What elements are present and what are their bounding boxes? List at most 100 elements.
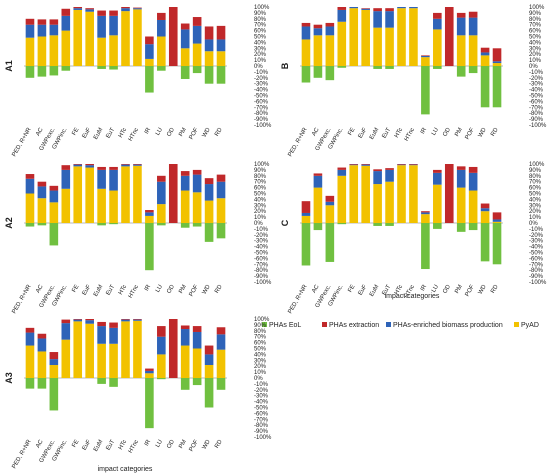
bar-phas-extraction-euf [85,8,94,10]
x-tick-label: PM [178,439,188,450]
bar-phas-extraction-lu [157,12,166,20]
bar-phas-eol-rd [216,223,226,239]
bar-phas-enriched-biomass-production-lu [433,18,442,30]
bar-phas-enriched-biomass-production-eut [109,169,118,191]
y-tick-label: 40% [254,40,267,46]
x-tick-label: EuF [82,127,93,140]
bar-phas-eol-wd [480,223,490,262]
bar-pyad-gwpexc [325,205,335,223]
bar-phas-extraction-ir [421,211,430,213]
bar-pyad-pof [192,43,202,66]
bar-phas-eol-eum [97,223,106,226]
bar-phas-extraction-gwpexc [49,185,59,191]
bar-phas-extraction-eut [385,8,394,12]
y-tick-label: -100% [529,280,547,286]
bar-phas-eol-eum [373,223,382,226]
bar-phas-eol-gwpinc [337,223,347,225]
bar-phas-eol-gwpexc [49,378,59,411]
bar-phas-extraction-eut [109,10,118,16]
x-tick-label: RD [490,126,500,137]
bar-pyad-wd [204,200,214,223]
y-tick-label: -70% [254,105,269,111]
bar-phas-extraction-eum [97,166,106,170]
bar-pyad-ir [421,214,430,223]
bar-phas-eol-pm [180,66,190,79]
bar-phas-eol-ir [145,66,154,93]
x-tick-label: IR [420,283,429,292]
y-tick-label: -70% [529,262,544,268]
y-tick-label: -20% [529,76,544,82]
bar-phas-eol-ac [313,66,323,78]
bar-phas-eol-eut [385,223,394,226]
bar-phas-enriched-biomass-production-euf [85,165,94,168]
panel-c: 100%90%80%70%60%50%40%30%20%10%0%-10%-20… [280,162,547,315]
bar-phas-extraction-ir [145,210,154,213]
y-tick-label: -40% [254,400,269,406]
bar-phas-extraction-wd [480,203,490,209]
bar-phas-eol-eut [109,66,118,70]
bar-pyad-htnc [409,165,418,223]
y-tick-label: -10% [254,382,269,388]
bar-phas-eol-ped-r-nr [25,378,35,389]
bar-phas-extraction-pof [192,17,202,26]
panel-label: A1 [4,60,14,72]
bar-phas-extraction-pm [180,171,190,176]
x-tick-label: EuT [106,127,117,140]
y-tick-label: 30% [529,46,542,52]
bar-phas-extraction-gwpexc [325,195,335,202]
y-tick-label: 90% [254,323,267,329]
bar-phas-enriched-biomass-production-eut [385,169,394,182]
bar-phas-eol-ac [313,223,323,231]
y-tick-label: -80% [254,268,269,274]
y-tick-label: 60% [254,29,267,35]
legend-label-phas-extraction: PHAs extraction [329,322,379,329]
bar-phas-extraction-wd [204,178,214,185]
x-tick-label: FE [71,127,80,137]
y-tick-label: -100% [254,123,272,129]
bar-phas-enriched-biomass-production-pm [180,175,190,191]
bar-phas-extraction-rd [492,212,502,220]
bar-phas-extraction-pm [180,325,190,330]
bar-phas-extraction-rd [216,174,226,182]
bar-pyad-htc [397,165,406,223]
panel-label: B [280,62,290,69]
bar-pyad-lu [433,184,442,223]
y-tick-label: 100% [529,5,545,11]
y-tick-label: 30% [254,358,267,364]
bar-phas-enriched-biomass-production-gwpinc [337,169,347,176]
bar-phas-enriched-biomass-production-htc [121,164,130,167]
bar-pyad-gwpinc [61,30,71,67]
bar-phas-extraction-euf [85,164,94,166]
x-tick-label: LU [431,127,440,137]
legend-label-phas-eol: PHAs EoL [269,322,301,329]
x-tick-label: WD [478,126,489,138]
bar-pyad-gwpinc [337,175,347,223]
panel-label: A2 [4,217,14,229]
bar-phas-enriched-biomass-production-gwpinc [61,15,71,31]
bar-phas-extraction-fe [73,164,83,165]
x-tick-label: AC [311,283,321,294]
x-tick-label: PED, R+NR [11,283,33,314]
bar-pyad-eut [385,27,394,66]
bar-phas-enriched-biomass-production-htc [121,319,130,322]
x-tick-label: EuF [82,284,93,297]
y-tick-label: 10% [254,370,267,376]
x-tick-label: PM [454,284,464,295]
bar-pyad-gwpexc [325,35,335,66]
bar-pyad-ac [37,351,47,378]
bar-phas-extraction-od [168,164,178,223]
x-tick-label: PED, R+NR [11,438,33,469]
y-tick-label: 50% [254,192,267,198]
y-tick-label: 40% [254,352,267,358]
bar-pyad-ped-r-nr [25,193,35,223]
bar-phas-extraction-eum [97,10,106,16]
bar-phas-eol-pof [192,66,202,74]
bar-pyad-euf [85,11,94,66]
bar-phas-enriched-biomass-production-htc [397,7,406,9]
y-tick-label: -10% [254,227,269,233]
bar-pyad-lu [157,354,166,378]
bar-pyad-pm [180,190,190,223]
bar-phas-eol-eut [109,378,118,387]
bar-phas-enriched-biomass-production-ped-r-nr [25,332,35,346]
